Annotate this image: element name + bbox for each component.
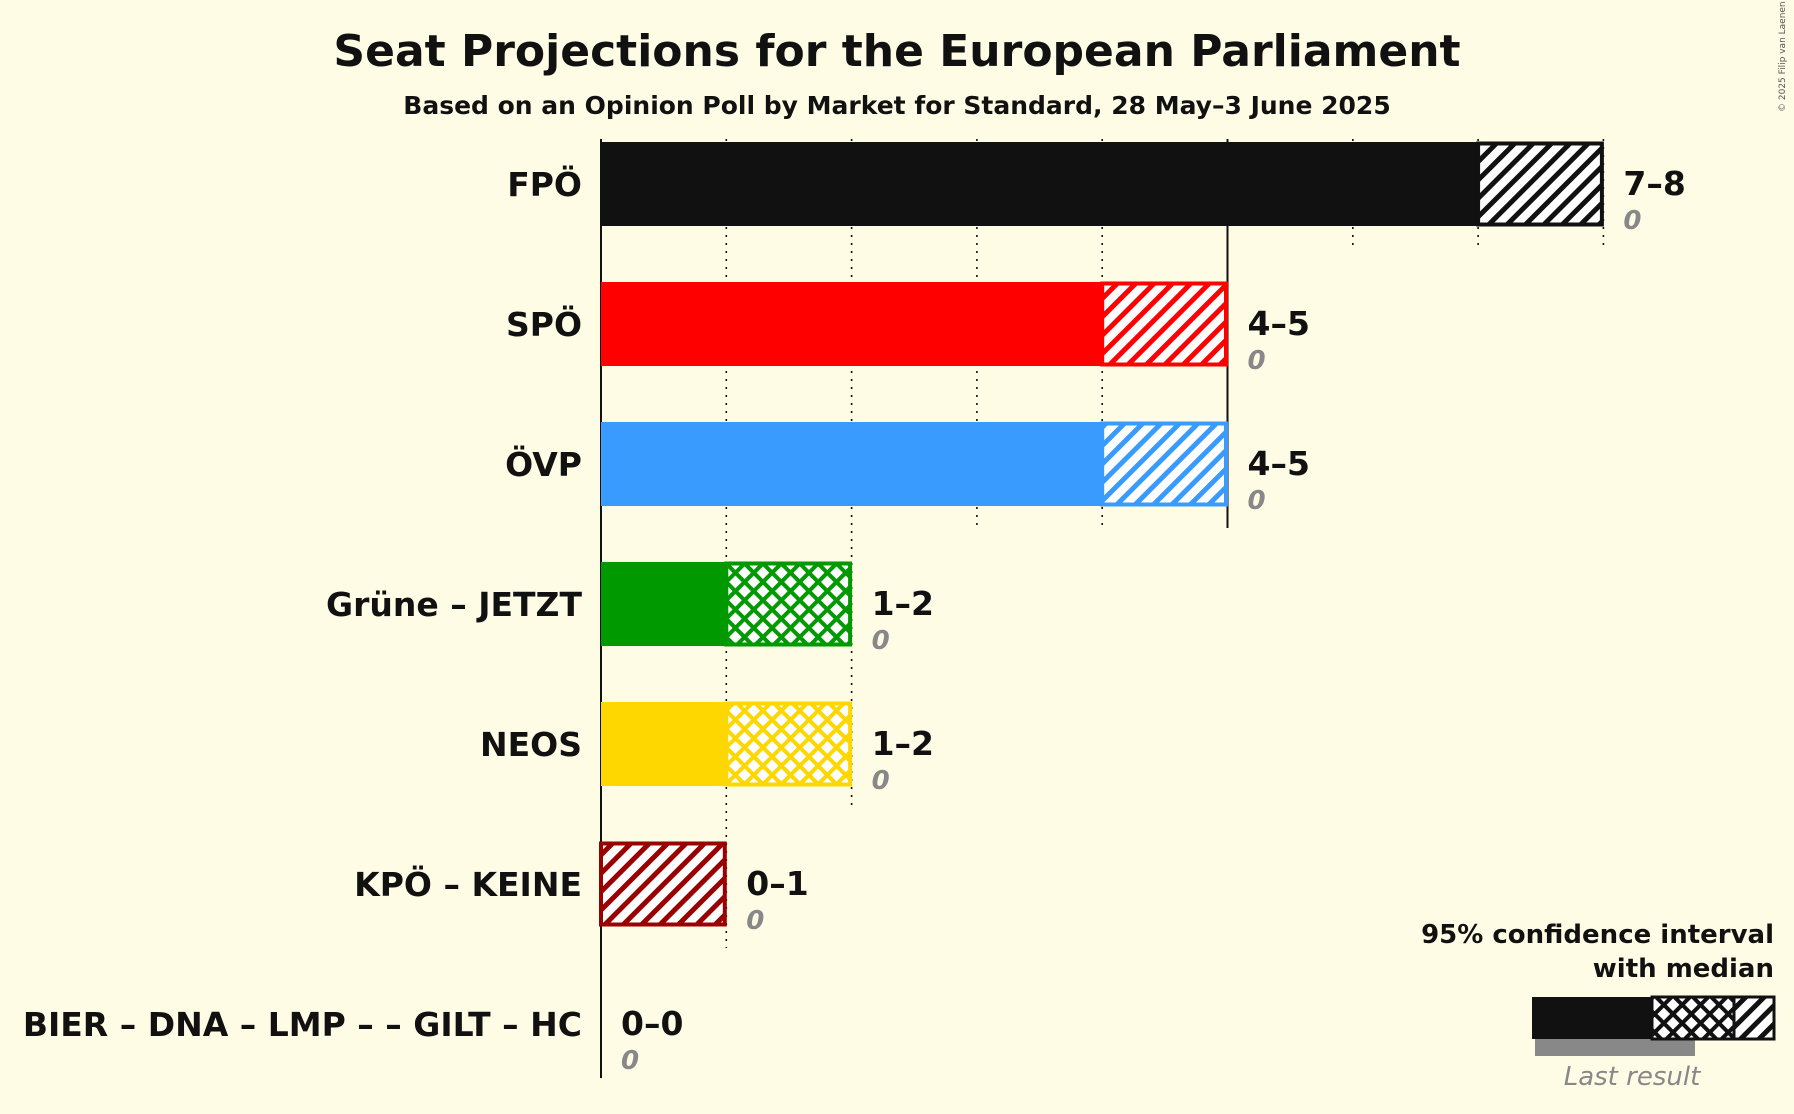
party-label: BIER – DNA – LMP – – GILT – HC bbox=[23, 1005, 582, 1044]
range-label: 7–8 bbox=[1623, 164, 1685, 203]
legend-cross-bar bbox=[1650, 995, 1736, 1041]
bar-row: SPÖ 4–50 bbox=[506, 281, 1310, 376]
bar-solid bbox=[601, 562, 727, 646]
legend-last-result-bar bbox=[1535, 1038, 1695, 1056]
range-label: 0–0 bbox=[621, 1004, 683, 1043]
bar-row: ÖVP 4–50 bbox=[505, 421, 1310, 516]
range-label: 1–2 bbox=[872, 724, 934, 763]
copyright-text: © 2025 Filip van Laenen bbox=[1778, 1, 1788, 112]
last-result-label: 0 bbox=[1623, 206, 1641, 236]
bar-interval bbox=[1100, 421, 1228, 507]
bar-interval bbox=[599, 841, 727, 927]
bar-row: NEOS 1–20 bbox=[480, 701, 934, 796]
range-label: 4–5 bbox=[1248, 304, 1310, 343]
party-label: Grüne – JETZT bbox=[326, 585, 582, 624]
range-label: 4–5 bbox=[1248, 444, 1310, 483]
legend-solid-bar bbox=[1532, 997, 1652, 1039]
party-label: FPÖ bbox=[507, 164, 582, 204]
range-label: 0–1 bbox=[746, 864, 808, 903]
bar-solid bbox=[601, 142, 1479, 226]
bar-solid bbox=[601, 702, 727, 786]
bar-row: Grüne – JETZT 1–20 bbox=[326, 561, 934, 656]
bar-interval bbox=[724, 701, 853, 787]
bar-interval bbox=[1100, 281, 1228, 367]
last-result-label: 0 bbox=[1248, 346, 1266, 376]
legend-hatch-bar bbox=[1732, 995, 1776, 1041]
bar-interval bbox=[1476, 141, 1604, 227]
chart-subtitle: Based on an Opinion Poll by Market for S… bbox=[403, 91, 1390, 120]
bar-solid bbox=[601, 422, 1103, 506]
last-result-label: 0 bbox=[1248, 486, 1266, 516]
bar-solid bbox=[601, 282, 1103, 366]
legend-last-result-label: Last result bbox=[1564, 1062, 1701, 1092]
chart-title: Seat Projections for the European Parlia… bbox=[333, 26, 1460, 77]
party-label: SPÖ bbox=[506, 304, 582, 344]
bar-interval bbox=[724, 561, 853, 647]
legend-line2: with median bbox=[1593, 954, 1774, 984]
last-result-label: 0 bbox=[872, 766, 890, 796]
party-label: ÖVP bbox=[505, 444, 582, 484]
party-label: KPÖ – KEINE bbox=[354, 864, 582, 904]
legend: 95% confidence interval with median Last… bbox=[1421, 920, 1776, 1092]
legend-line1: 95% confidence interval bbox=[1421, 920, 1774, 950]
bar-row: KPÖ – KEINE 0–10 bbox=[354, 841, 809, 936]
range-label: 1–2 bbox=[872, 584, 934, 623]
bar-row: BIER – DNA – LMP – – GILT – HC 0–00 bbox=[23, 1004, 684, 1076]
last-result-label: 0 bbox=[621, 1046, 639, 1076]
bar-row: FPÖ 7–80 bbox=[507, 141, 1686, 236]
last-result-label: 0 bbox=[746, 906, 764, 936]
party-label: NEOS bbox=[480, 725, 582, 764]
last-result-label: 0 bbox=[872, 626, 890, 656]
